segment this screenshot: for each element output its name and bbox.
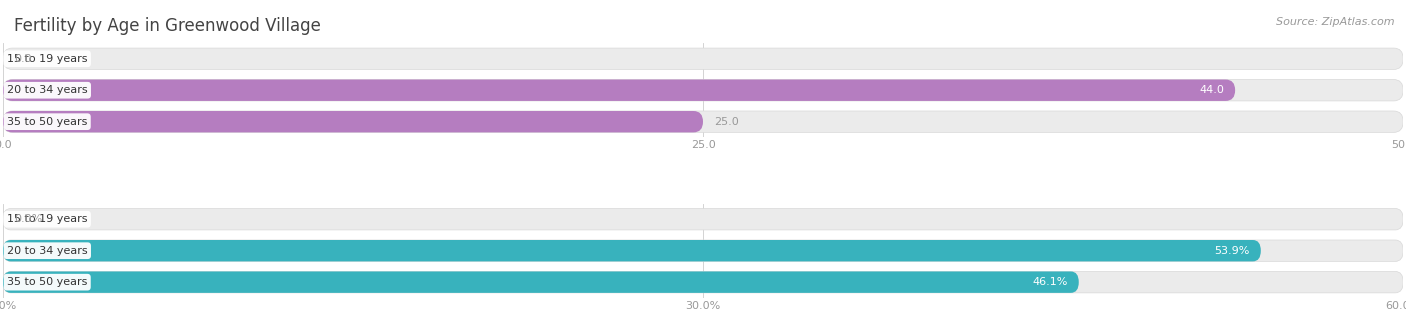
Text: 15 to 19 years: 15 to 19 years <box>7 214 87 224</box>
Text: 0.0: 0.0 <box>14 54 32 64</box>
Text: 25.0: 25.0 <box>714 117 740 127</box>
FancyBboxPatch shape <box>3 79 1403 101</box>
Text: 15 to 19 years: 15 to 19 years <box>7 54 87 64</box>
Text: 35 to 50 years: 35 to 50 years <box>7 117 87 127</box>
Text: Fertility by Age in Greenwood Village: Fertility by Age in Greenwood Village <box>14 17 321 34</box>
Text: 35 to 50 years: 35 to 50 years <box>7 277 87 287</box>
FancyBboxPatch shape <box>3 111 1403 132</box>
Text: 46.1%: 46.1% <box>1032 277 1067 287</box>
FancyBboxPatch shape <box>3 240 1403 261</box>
FancyBboxPatch shape <box>3 240 1261 261</box>
FancyBboxPatch shape <box>3 209 1403 230</box>
FancyBboxPatch shape <box>3 271 1078 293</box>
Text: 44.0: 44.0 <box>1199 85 1225 95</box>
FancyBboxPatch shape <box>3 79 1234 101</box>
Text: 0.0%: 0.0% <box>14 214 42 224</box>
Text: Source: ZipAtlas.com: Source: ZipAtlas.com <box>1277 17 1395 26</box>
Text: 20 to 34 years: 20 to 34 years <box>7 85 87 95</box>
FancyBboxPatch shape <box>3 48 1403 70</box>
Text: 53.9%: 53.9% <box>1215 246 1250 256</box>
Text: 20 to 34 years: 20 to 34 years <box>7 246 87 256</box>
FancyBboxPatch shape <box>3 271 1403 293</box>
FancyBboxPatch shape <box>3 111 703 132</box>
